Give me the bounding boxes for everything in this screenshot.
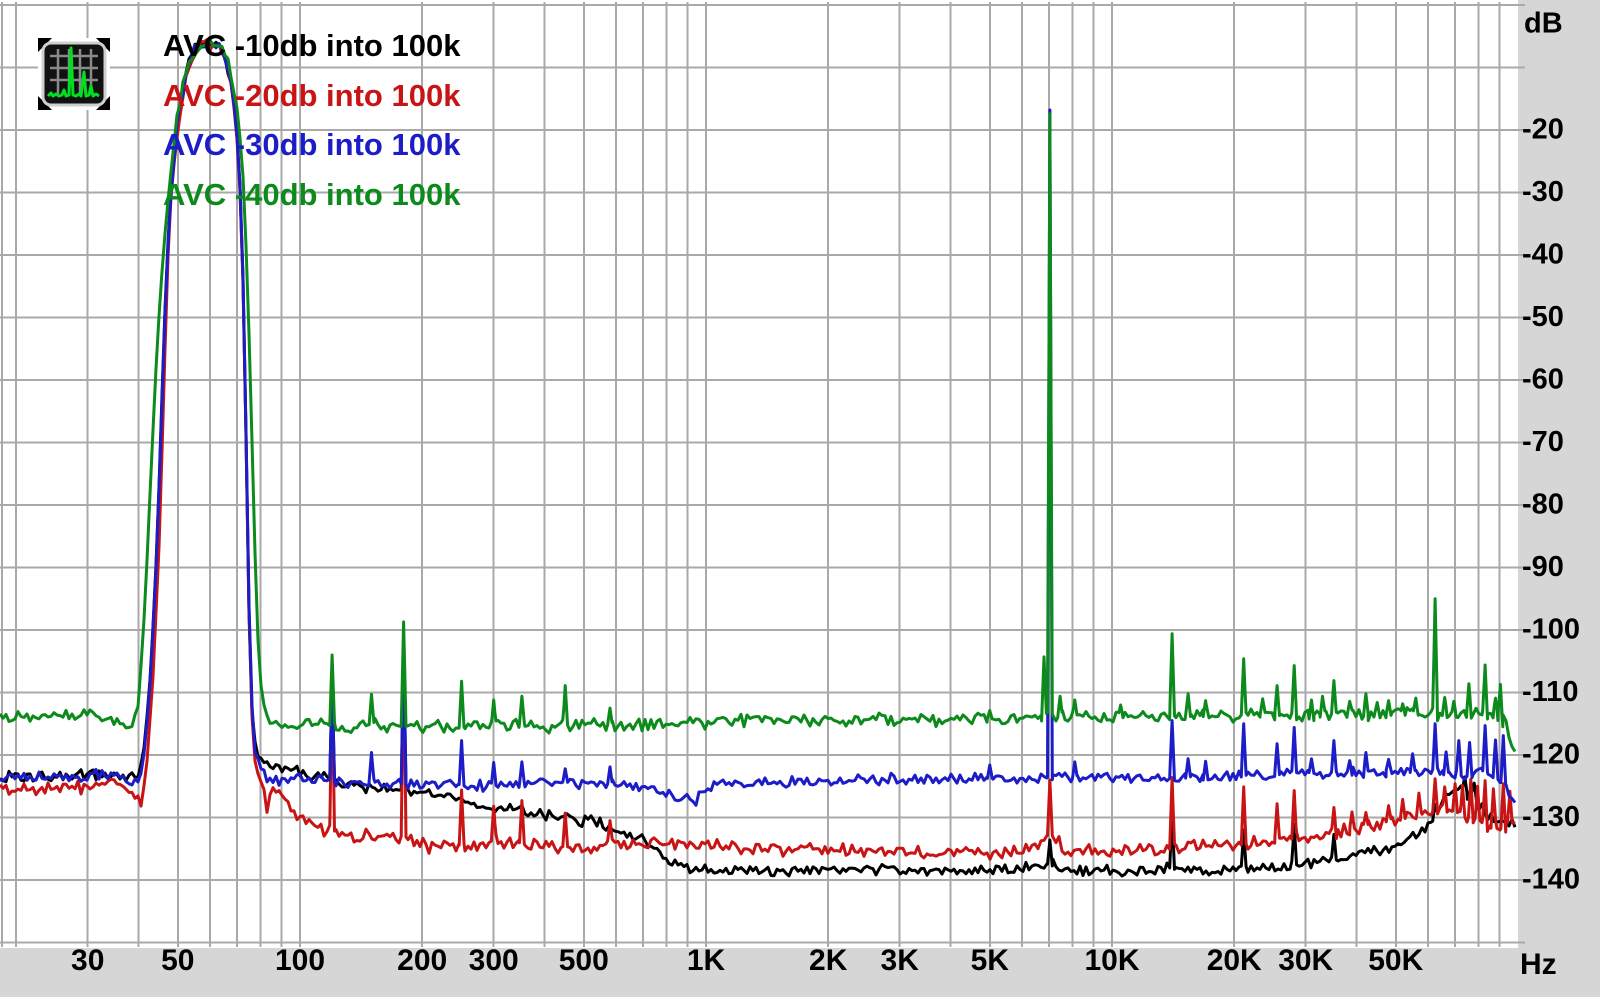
legend-item-avc-10db: AVC -10db into 100k — [163, 28, 461, 63]
x-axis-unit: Hz — [1520, 948, 1557, 981]
y-axis-labels: -20 -30 -40 -50 -60 -70 -80 -90 -100 -110 -120 -130… — [1522, 8, 1580, 896]
y-tick-label: -60 — [1522, 364, 1564, 396]
legend: AVC -10db into 100k AVC -20db into 100k … — [163, 21, 460, 219]
legend-item-avc-20db: AVC -20db into 100k — [163, 77, 461, 113]
y-tick-label: -110 — [1522, 676, 1578, 708]
legend-item-avc-40db: AVC -40db into 100k — [163, 176, 461, 212]
y-tick-label: -70 — [1522, 426, 1564, 458]
trace-avc-30db-into-100k — [0, 39, 1517, 807]
x-tick-label: 20K — [1207, 944, 1262, 977]
x-tick-label: 50K — [1368, 944, 1423, 977]
x-tick-label: 3K — [881, 944, 920, 977]
x-tick-label: 200 — [397, 944, 447, 977]
y-tick-label: -90 — [1522, 551, 1564, 583]
legend-item-avc-30db: AVC -30db into 100k — [163, 127, 461, 162]
x-tick-label: 50 — [161, 944, 194, 977]
x-tick-label: 1K — [687, 944, 726, 977]
x-tick-label: 30 — [71, 944, 104, 977]
spectrum-analyzer-icon — [38, 38, 110, 110]
y-tick-label: -140 — [1522, 864, 1580, 896]
y-tick-label: -30 — [1522, 176, 1564, 208]
y-tick-label: -20 — [1522, 114, 1564, 146]
y-tick-label: -130 — [1522, 801, 1580, 833]
y-tick-label: -120 — [1522, 739, 1580, 771]
x-tick-label: 300 — [469, 944, 519, 977]
x-axis-labels: 30 50 100 200 300 500 1K 2K 3K 5K 10K 20K 30K 50K Hz — [71, 944, 1557, 981]
trace-avc-10db-into-100k — [0, 40, 1517, 878]
y-axis-unit: dB — [1524, 8, 1563, 40]
trace-avc-40db-into-100k — [0, 38, 1517, 753]
x-tick-label: 5K — [971, 944, 1010, 977]
y-tick-label: -50 — [1522, 301, 1564, 333]
y-tick-label: -80 — [1522, 489, 1564, 521]
analyzer-icon-button[interactable] — [38, 38, 110, 110]
x-tick-label: 100 — [275, 944, 325, 977]
y-tick-label: -40 — [1522, 239, 1564, 271]
y-tick-label: -100 — [1522, 614, 1580, 646]
x-tick-label: 2K — [809, 944, 848, 977]
x-tick-label: 30K — [1278, 944, 1333, 977]
x-tick-label: 500 — [559, 944, 609, 977]
x-tick-label: 10K — [1084, 944, 1139, 977]
trace-avc-20db-into-100k — [0, 38, 1516, 861]
